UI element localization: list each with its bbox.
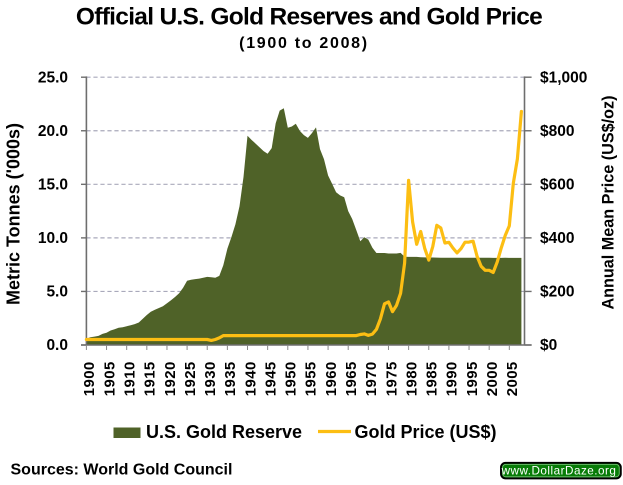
svg-text:Official U.S. Gold Reserves an: Official U.S. Gold Reserves and Gold Pri… <box>76 4 542 31</box>
svg-text:15.0: 15.0 <box>38 177 68 194</box>
svg-text:U.S. Gold Reserve: U.S. Gold Reserve <box>146 422 302 442</box>
svg-text:Gold Price (US$): Gold Price (US$) <box>355 422 497 442</box>
svg-text:$800: $800 <box>540 123 574 140</box>
svg-text:5.0: 5.0 <box>46 284 68 301</box>
svg-text:$200: $200 <box>540 284 574 301</box>
svg-text:0.0: 0.0 <box>46 337 68 354</box>
svg-text:1995: 1995 <box>464 361 481 396</box>
svg-text:1915: 1915 <box>142 361 159 396</box>
svg-text:www.DollarDaze.org: www.DollarDaze.org <box>501 465 617 478</box>
svg-text:(1900 to 2008): (1900 to 2008) <box>239 35 369 52</box>
svg-text:1925: 1925 <box>182 361 199 396</box>
svg-text:1970: 1970 <box>363 361 380 396</box>
svg-text:1930: 1930 <box>202 361 219 396</box>
svg-text:$1,000: $1,000 <box>540 69 587 86</box>
svg-text:1935: 1935 <box>222 361 239 396</box>
svg-text:Metric Tonnes ('000s): Metric Tonnes ('000s) <box>4 123 24 305</box>
svg-text:1955: 1955 <box>303 361 320 396</box>
svg-text:1975: 1975 <box>383 361 400 396</box>
svg-text:1910: 1910 <box>122 361 139 396</box>
svg-text:1905: 1905 <box>101 361 118 396</box>
svg-text:1940: 1940 <box>242 361 259 396</box>
svg-text:1960: 1960 <box>323 361 340 396</box>
svg-text:Sources: World Gold Council: Sources: World Gold Council <box>11 462 233 479</box>
svg-text:1900: 1900 <box>81 361 98 396</box>
svg-text:1945: 1945 <box>262 361 279 396</box>
svg-text:Annual Mean Price (US$/oz): Annual Mean Price (US$/oz) <box>600 95 618 309</box>
svg-text:1985: 1985 <box>424 361 441 396</box>
svg-text:1950: 1950 <box>283 361 300 396</box>
svg-text:$600: $600 <box>540 177 574 194</box>
svg-text:$0: $0 <box>540 337 557 354</box>
svg-text:1980: 1980 <box>403 361 420 396</box>
svg-text:20.0: 20.0 <box>38 123 68 140</box>
svg-text:2005: 2005 <box>504 361 521 396</box>
svg-text:10.0: 10.0 <box>38 230 68 247</box>
svg-text:2000: 2000 <box>484 361 501 396</box>
svg-text:1920: 1920 <box>162 361 179 396</box>
svg-text:25.0: 25.0 <box>38 69 68 86</box>
svg-text:1965: 1965 <box>343 361 360 396</box>
svg-text:1990: 1990 <box>444 361 461 396</box>
svg-text:$400: $400 <box>540 230 574 247</box>
